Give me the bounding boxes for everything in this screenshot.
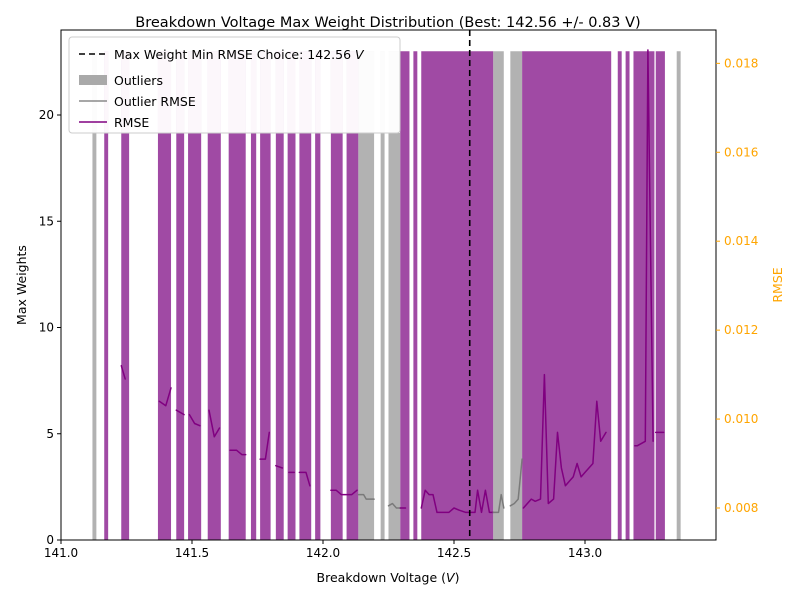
- rmse-line: [188, 413, 201, 427]
- rmse-line: [229, 449, 247, 456]
- rmse-line: [208, 409, 221, 438]
- weight-bar: [104, 51, 109, 540]
- rmse-line: [158, 387, 172, 407]
- x-tick-label: 141.0: [44, 546, 78, 560]
- weight-bar: [522, 51, 612, 540]
- rmse-line: [259, 431, 271, 460]
- outlier-bar: [358, 51, 375, 540]
- weight-bar: [157, 51, 172, 540]
- chart-title: Breakdown Voltage Max Weight Distributio…: [135, 15, 640, 31]
- y2-axis: 0.008 0.010 0.012 0.014 0.016 0.018: [716, 56, 758, 515]
- x-axis-label: Breakdown Voltage (V): [317, 570, 460, 585]
- y2-tick-label: 0.008: [724, 501, 758, 515]
- weight-bar: [413, 51, 418, 540]
- legend-box: [68, 36, 401, 134]
- rmse-line: [420, 489, 495, 514]
- outlier-bar: [92, 51, 97, 540]
- rmse-line: [298, 471, 311, 487]
- weight-bar: [299, 51, 312, 540]
- y2-tick-label: 0.018: [724, 56, 758, 70]
- legend-outliers-label: Outliers: [114, 73, 163, 88]
- weight-bar: [260, 51, 271, 540]
- rmse-line: [120, 364, 126, 380]
- legend-best-label: Max Weight Min RMSE Choice: 142.56 V: [114, 47, 365, 62]
- weight-bar: [275, 51, 284, 540]
- rmse-line: [175, 409, 185, 416]
- y-axis-label: Max Weights: [14, 245, 29, 325]
- outlier-bar: [676, 51, 681, 540]
- outlier-bar: [510, 51, 523, 540]
- y2-tick-label: 0.012: [724, 323, 758, 337]
- weight-bar: [421, 51, 494, 540]
- weight-bar: [250, 51, 257, 540]
- plot-frame: [60, 29, 717, 541]
- outlier-rmse-line: [492, 493, 505, 514]
- rmse-line: [522, 373, 607, 509]
- legend-outliers-marker: [79, 75, 107, 85]
- rmse-line: [634, 49, 654, 447]
- x-tick-label: 141.5: [175, 546, 209, 560]
- weight-bar: [176, 51, 185, 540]
- weight-bar: [228, 51, 246, 540]
- legend-outlier-rmse-label: Outlier RMSE: [114, 94, 196, 109]
- y2-tick-label: 0.010: [724, 412, 758, 426]
- legend-rmse-label: RMSE: [114, 115, 149, 130]
- y2-axis-label: RMSE: [770, 267, 785, 302]
- outlier-bar: [493, 51, 504, 540]
- outlier-bar: [380, 51, 385, 540]
- y-tick-label: 0: [46, 533, 54, 547]
- weight-bar: [121, 51, 130, 540]
- rmse-layer: [120, 49, 665, 514]
- weight-bar: [655, 51, 665, 540]
- weight-bar: [346, 51, 359, 540]
- rmse-line: [275, 464, 284, 469]
- y2-tick-label: 0.016: [724, 145, 758, 159]
- x-tick-label: 142.5: [437, 546, 471, 560]
- weight-bar: [400, 51, 410, 540]
- rmse-line: [330, 489, 358, 496]
- weight-bar: [315, 51, 321, 540]
- legend: Max Weight Min RMSE Choice: 142.56 V Out…: [68, 36, 401, 134]
- y-axis: 0 5 10 15 20: [39, 108, 61, 547]
- x-axis: 141.0 141.5 142.0 142.5 143.0: [44, 540, 602, 560]
- weight-bar: [287, 51, 296, 540]
- y-tick-label: 10: [39, 321, 54, 335]
- y-tick-label: 15: [39, 214, 54, 228]
- y2-tick-label: 0.014: [724, 234, 758, 248]
- x-tick-label: 142.0: [306, 546, 340, 560]
- weight-bar: [330, 51, 343, 540]
- x-tick-label: 143.0: [568, 546, 602, 560]
- y-tick-label: 5: [46, 427, 54, 441]
- outlier-rmse-line: [387, 502, 402, 509]
- weight-bar: [625, 51, 630, 540]
- weight-bar: [617, 51, 622, 540]
- outlier-bar: [388, 51, 401, 540]
- y-tick-label: 20: [39, 108, 54, 122]
- outlier-rmse-line: [357, 493, 375, 500]
- outlier-rmse-line: [509, 458, 523, 507]
